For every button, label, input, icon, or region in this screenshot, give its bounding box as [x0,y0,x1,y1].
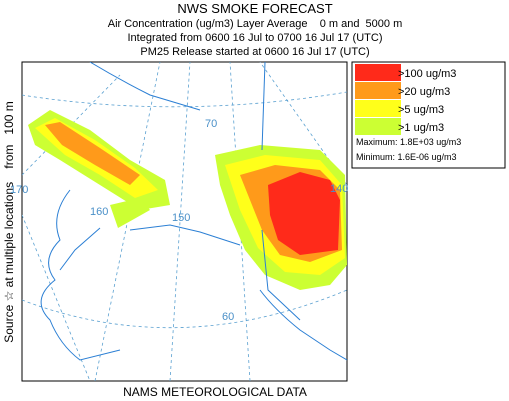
grid-label: 70 [205,118,217,130]
grid-label: 150 [172,212,190,224]
plume [45,122,140,185]
grid-label: 140 [330,183,348,195]
legend-label: >1 ug/m3 [398,122,444,134]
subtitle: Air Concentration (ug/m3) Layer Average … [108,18,403,30]
legend-swatch [355,100,401,117]
minimum-label: Minimum: 1.6E-06 ug/m3 [356,152,457,162]
side-label: Source ☆ at multiple locations from 100 … [2,101,16,343]
grid-line [169,62,191,381]
legend-label: >20 ug/m3 [398,86,450,98]
plume [110,198,150,228]
border [261,62,301,321]
footer: NAMS METEOROLOGICAL DATA [123,385,307,399]
legend: Maximum: 1.8E+03 ug/m3 Minimum: 1.6E-06 … [351,61,506,169]
coastline [40,62,347,361]
legend-swatch [355,64,401,81]
legend-swatch [355,82,401,99]
grid-line [22,289,347,329]
legend-swatch [355,118,401,135]
grid-label: 60 [222,311,234,323]
legend-label: >100 ug/m3 [398,68,456,80]
maximum-label: Maximum: 1.8E+03 ug/m3 [356,137,461,147]
subtitle: Integrated from 0600 16 Jul to 0700 16 J… [128,32,383,44]
grid-label: 170 [10,184,28,196]
grid-label: 160 [90,206,108,218]
grid-line [22,74,121,176]
subtitle: PM25 Release started at 0600 16 Jul 17 (… [140,46,369,58]
map: 70 170 160 150 140 60 [10,61,348,382]
plume [268,172,340,255]
legend-label: >5 ug/m3 [398,104,444,116]
grid-line [22,91,347,108]
title: NWS SMOKE FORECAST [177,1,332,16]
grid-line [229,62,251,381]
